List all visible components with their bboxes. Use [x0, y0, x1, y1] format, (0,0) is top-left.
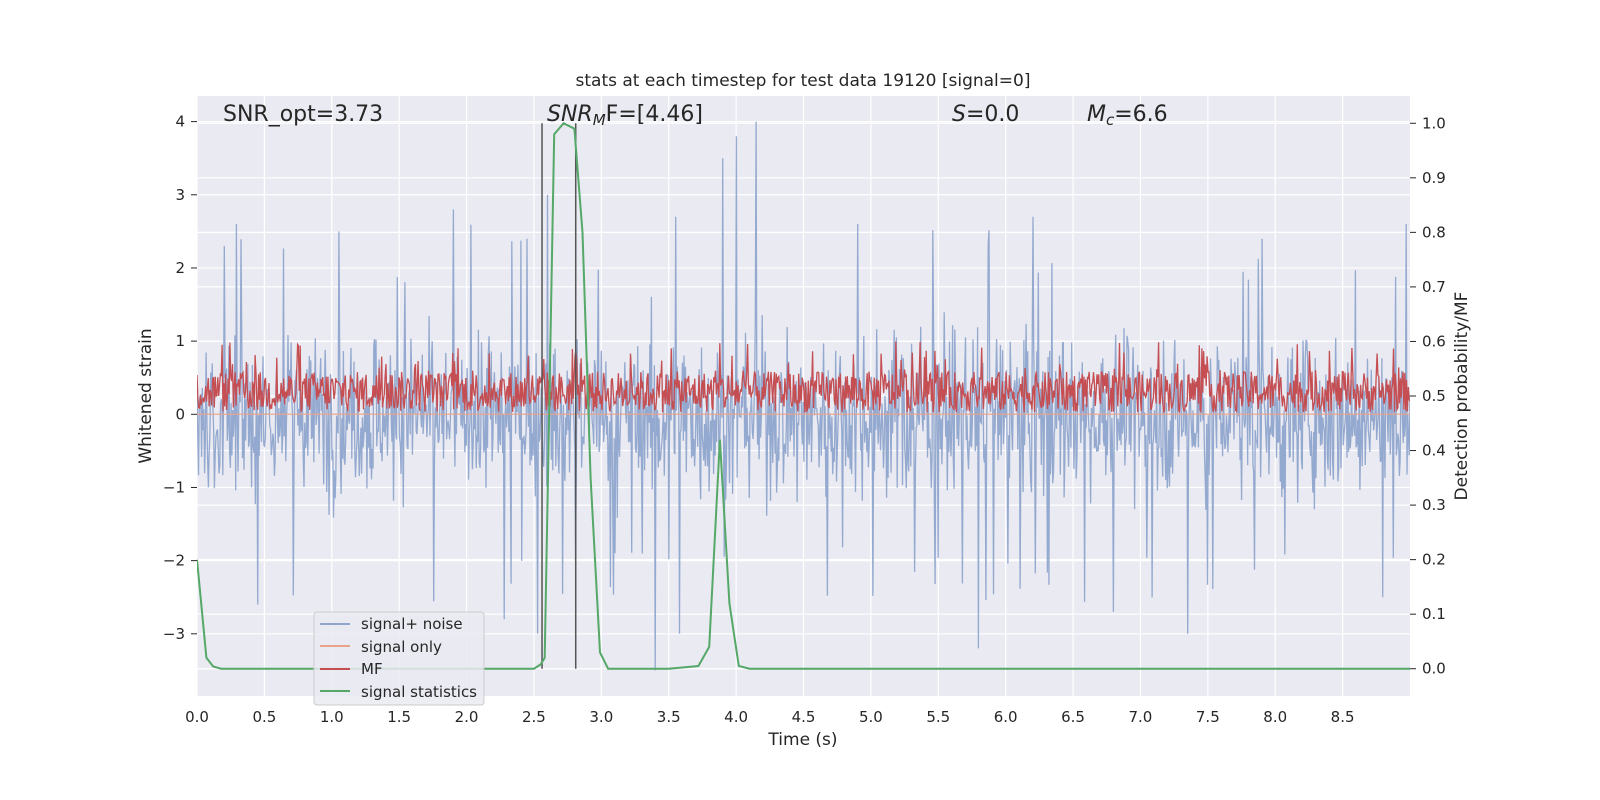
annotation-snr-mf-rest: F=[4.46] [606, 102, 703, 127]
y2-tick-label: 0.8 [1422, 223, 1446, 241]
y2-tick-label: 0.9 [1422, 169, 1446, 187]
chart-title: stats at each timestep for test data 191… [576, 71, 1031, 91]
y2-tick-label: 0.1 [1422, 605, 1446, 623]
x-tick-label: 7.0 [1129, 708, 1153, 726]
annotation-s: S=0.0 [952, 102, 1019, 127]
y2-tick-label: 1.0 [1422, 114, 1446, 132]
x-tick-label: 1.0 [320, 708, 344, 726]
legend-label-stats: signal statistics [361, 683, 477, 701]
x-tick-label: 7.5 [1196, 708, 1220, 726]
annotation-mc: Mc=6.6 [1087, 102, 1168, 129]
legend-label-signal: signal only [361, 638, 442, 656]
vertical-markers [541, 123, 577, 669]
annotation-snr-mf-base: SNR [547, 102, 593, 127]
y-tick-label: 4 [175, 113, 185, 131]
signal-noise-line [197, 121, 1410, 671]
y2-tick-label: 0.2 [1422, 551, 1446, 569]
signal-noise-series [197, 121, 1410, 671]
annotation-snr-mf: SNRMF=[4.46] [547, 102, 703, 129]
y-tick-label: −2 [163, 552, 185, 570]
x-tick-label: 6.0 [994, 708, 1018, 726]
y2-tick-label: 0.3 [1422, 496, 1446, 514]
x-axis-ticks: 0.0 0.5 1.0 1.5 2.0 2.5 3.0 3.5 4.0 4.5 5.0 5.5 6.0 6… [185, 708, 1354, 726]
y-tick-label: 0 [175, 405, 185, 423]
y2-tick-label: 0.5 [1422, 387, 1446, 405]
y2-tick-label: 0.7 [1422, 278, 1446, 296]
x-tick-label: 4.5 [792, 708, 816, 726]
x-tick-label: 4.0 [724, 708, 748, 726]
y-tick-label: −1 [163, 478, 185, 496]
signal-statistics-line [197, 122, 1410, 670]
x-tick-label: 3.0 [589, 708, 613, 726]
annotation-mc-sub: c [1106, 111, 1115, 129]
y-tick-label: 1 [175, 332, 185, 350]
legend: signal+ noise signal only MF signal stat… [313, 611, 485, 706]
y-tick-label: 3 [175, 186, 185, 204]
y2-tick-label: 0.0 [1422, 660, 1446, 678]
mf-line [197, 341, 1410, 414]
y2-tick-label: 0.6 [1422, 332, 1446, 350]
legend-label-mf: MF [361, 660, 383, 678]
annotation-snr-mf-sub: M [593, 111, 606, 129]
mf-series [197, 341, 1410, 414]
y2-axis-label: Detection probability/MF [1452, 292, 1472, 501]
y-axis-ticks: 4 3 2 1 0 −1 −2 −3 [163, 113, 197, 643]
signal-statistics-series [197, 122, 1410, 670]
legend-box [313, 611, 485, 706]
x-tick-label: 0.5 [252, 708, 276, 726]
x-axis-label: Time (s) [767, 730, 837, 750]
x-tick-label: 5.0 [859, 708, 883, 726]
y-axis-label: Whitened strain [136, 328, 156, 463]
x-tick-label: 1.5 [387, 708, 411, 726]
x-tick-label: 6.5 [1061, 708, 1085, 726]
legend-label-noise: signal+ noise [361, 615, 463, 633]
annotation-mc-base: M [1087, 102, 1106, 127]
annotation-s-value: =0.0 [966, 102, 1019, 127]
x-tick-label: 5.5 [926, 708, 950, 726]
annotation-mc-value: =6.6 [1114, 102, 1167, 127]
y-tick-label: −3 [163, 625, 185, 643]
y2-tick-label: 0.4 [1422, 442, 1446, 460]
x-tick-label: 8.0 [1263, 708, 1287, 726]
annotation-s-label: S [952, 102, 966, 127]
annotation-snr-opt: SNR_opt=3.73 [223, 102, 383, 127]
x-tick-label: 2.0 [455, 708, 479, 726]
y2-axis-ticks: 1.0 0.9 0.8 0.7 0.6 0.5 0.4 0.3 0.2 0.1 0.0 [1410, 114, 1446, 678]
x-tick-label: 3.5 [657, 708, 681, 726]
y-tick-label: 2 [175, 259, 185, 277]
x-tick-label: 8.5 [1331, 708, 1355, 726]
x-tick-label: 0.0 [185, 708, 209, 726]
x-tick-label: 2.5 [522, 708, 546, 726]
